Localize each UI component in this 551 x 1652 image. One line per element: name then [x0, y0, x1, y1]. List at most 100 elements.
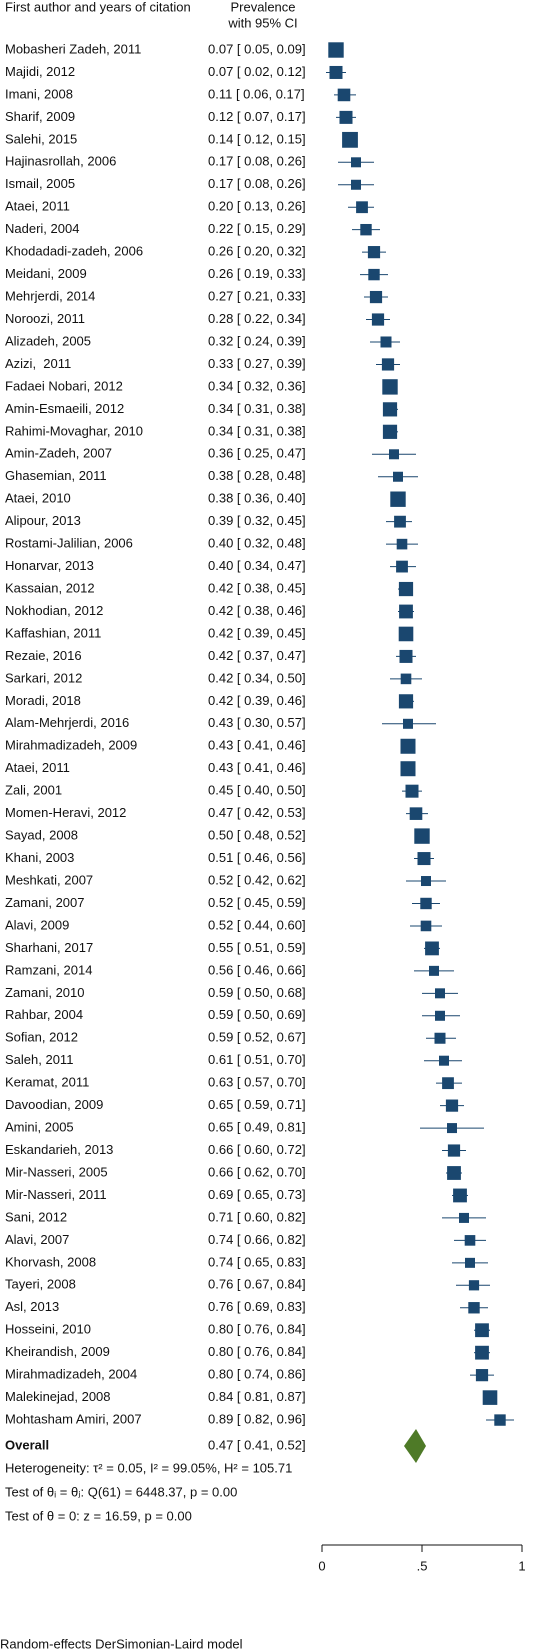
study-name: Mir-Nasseri, 2011 [5, 1187, 107, 1202]
study-name: Salehi, 2015 [5, 131, 77, 146]
ci-label: 0.69 [ 0.65, 0.73] [208, 1187, 306, 1202]
ci-label: 0.89 [ 0.82, 0.96] [208, 1411, 306, 1426]
note: Test of θ = 0: z = 16.59, p = 0.00 [5, 1508, 192, 1523]
overall-ci-label: 0.47 [ 0.41, 0.52] [208, 1437, 306, 1452]
ci-label: 0.59 [ 0.50, 0.68] [208, 985, 306, 1000]
study-box [356, 201, 368, 214]
study-name: Moradi, 2018 [5, 693, 81, 708]
study-box [475, 1345, 489, 1360]
study-name: Zamani, 2007 [5, 895, 85, 910]
ci-label: 0.66 [ 0.62, 0.70] [208, 1164, 306, 1179]
study-name: Honarvar, 2013 [5, 558, 94, 573]
study-box [369, 290, 383, 304]
ci-label: 0.43 [ 0.30, 0.57] [208, 715, 306, 730]
study-box [429, 965, 439, 976]
study-name: Azizi, 2011 [5, 356, 71, 371]
ci-label: 0.55 [ 0.51, 0.59] [208, 940, 306, 955]
study-box [459, 1212, 469, 1223]
study-box [475, 1369, 489, 1382]
ci-label: 0.80 [ 0.74, 0.86] [208, 1367, 306, 1382]
study-box [468, 1280, 480, 1291]
ci-label: 0.26 [ 0.20, 0.32] [208, 244, 306, 259]
study-box [453, 1188, 467, 1203]
ci-label: 0.52 [ 0.44, 0.60] [208, 917, 306, 932]
study-box [339, 110, 353, 124]
study-name: Imani, 2008 [5, 86, 73, 101]
study-name: Sharhani, 2017 [5, 940, 93, 955]
ci-label: 0.17 [ 0.08, 0.26] [208, 154, 306, 169]
ci-label: 0.71 [ 0.60, 0.82] [208, 1209, 306, 1224]
study-box [447, 1123, 457, 1134]
ci-label: 0.50 [ 0.48, 0.52] [208, 828, 306, 843]
ci-label: 0.42 [ 0.38, 0.45] [208, 580, 306, 595]
ci-label: 0.28 [ 0.22, 0.34] [208, 311, 306, 326]
study-box [351, 179, 361, 190]
study-box [439, 1055, 449, 1066]
study-name: Rahbar, 2004 [5, 1007, 83, 1022]
study-name: Eskandarieh, 2013 [5, 1142, 113, 1157]
study-box [420, 897, 432, 910]
study-name: Zali, 2001 [5, 783, 62, 798]
study-box [435, 988, 445, 999]
study-box [398, 694, 414, 709]
study-name: Sarkari, 2012 [5, 670, 82, 685]
ci-label: 0.80 [ 0.76, 0.84] [208, 1344, 306, 1359]
study-name: Malekinejad, 2008 [5, 1389, 111, 1404]
study-box [400, 673, 412, 685]
ci-label: 0.17 [ 0.08, 0.26] [208, 176, 306, 191]
ci-label: 0.43 [ 0.41, 0.46] [208, 738, 306, 753]
study-name: Saleh, 2011 [5, 1052, 73, 1067]
study-name: Ghasemian, 2011 [5, 468, 107, 483]
study-box [351, 157, 361, 168]
study-name: Alam-Mehrjerdi, 2016 [5, 715, 129, 730]
study-box [403, 718, 413, 729]
study-box [389, 449, 399, 460]
study-box [417, 852, 431, 866]
study-name: Tayeri, 2008 [5, 1277, 76, 1292]
study-name: Mirahmadizadeh, 2009 [5, 738, 137, 753]
study-box [394, 515, 406, 528]
study-name: Fadaei Nobari, 2012 [5, 378, 123, 393]
study-name: Alavi, 2009 [5, 917, 69, 932]
study-box [380, 336, 392, 348]
x-tick-label: 1 [518, 1558, 525, 1573]
study-box [368, 268, 380, 281]
study-box [396, 560, 408, 573]
study-name: Rahimi-Movaghar, 2010 [5, 423, 143, 438]
study-name: Mir-Nasseri, 2005 [5, 1164, 108, 1179]
ci-label: 0.74 [ 0.66, 0.82] [208, 1232, 306, 1247]
study-box [400, 738, 416, 754]
study-box [405, 784, 419, 798]
study-name: Mehrjerdi, 2014 [5, 288, 95, 303]
study-name: Mirahmadizadeh, 2004 [5, 1367, 137, 1382]
study-name: Naderi, 2004 [5, 221, 79, 236]
study-name: Kaffashian, 2011 [5, 625, 101, 640]
study-box [465, 1257, 475, 1268]
study-box [337, 88, 351, 102]
overall-diamond [404, 1429, 426, 1463]
study-box [367, 246, 381, 259]
ci-label: 0.42 [ 0.37, 0.47] [208, 648, 306, 663]
study-name: Rezaie, 2016 [5, 648, 82, 663]
ci-label: 0.39 [ 0.32, 0.45] [208, 513, 306, 528]
study-name: Meshkati, 2007 [5, 872, 93, 887]
study-name: Keramat, 2011 [5, 1075, 89, 1090]
note: Heterogeneity: τ² = 0.05, I² = 99.05%, H… [5, 1460, 292, 1475]
ci-label: 0.84 [ 0.81, 0.87] [208, 1389, 306, 1404]
study-box [382, 379, 398, 395]
study-box [396, 538, 408, 550]
study-name: Amin-Zadeh, 2007 [5, 446, 112, 461]
ci-label: 0.36 [ 0.25, 0.47] [208, 446, 306, 461]
study-name: Alipour, 2013 [5, 513, 81, 528]
ci-label: 0.32 [ 0.24, 0.39] [208, 333, 306, 348]
study-name: Alizadeh, 2005 [5, 333, 91, 348]
study-name: Nokhodian, 2012 [5, 603, 103, 618]
ci-label: 0.34 [ 0.31, 0.38] [208, 423, 306, 438]
ci-label: 0.51 [ 0.46, 0.56] [208, 850, 306, 865]
study-name: Zamani, 2010 [5, 985, 85, 1000]
study-box [382, 402, 398, 417]
study-box [475, 1323, 489, 1338]
study-box [381, 358, 395, 371]
study-name: Khani, 2003 [5, 850, 74, 865]
